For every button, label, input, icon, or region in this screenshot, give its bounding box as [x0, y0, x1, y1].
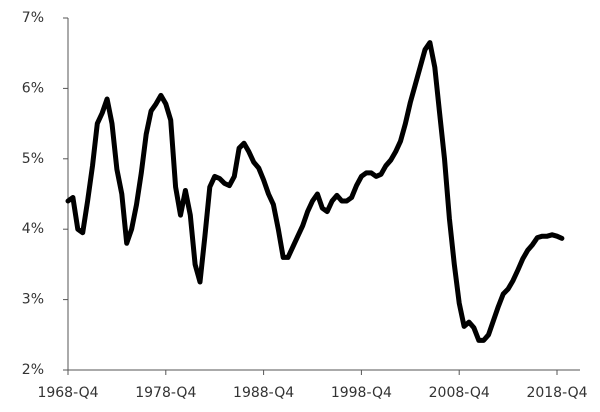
x-tick-label: 1978-Q4: [135, 385, 196, 401]
y-tick-label: 7%: [22, 10, 44, 26]
data-line: [65, 40, 565, 343]
x-tick-label: 2008-Q4: [429, 385, 490, 401]
y-tick-label: 4%: [22, 221, 44, 237]
x-tick-label: 1988-Q4: [233, 385, 294, 401]
y-tick-label: 3%: [22, 292, 44, 308]
y-tick-label: 6%: [22, 80, 44, 96]
x-tick-label: 1998-Q4: [331, 385, 392, 401]
y-tick-label: 2%: [22, 362, 44, 378]
y-tick-label: 5%: [22, 151, 44, 167]
x-tick-label: 1968-Q4: [37, 385, 98, 401]
x-tick-label: 2018-Q4: [526, 385, 587, 401]
